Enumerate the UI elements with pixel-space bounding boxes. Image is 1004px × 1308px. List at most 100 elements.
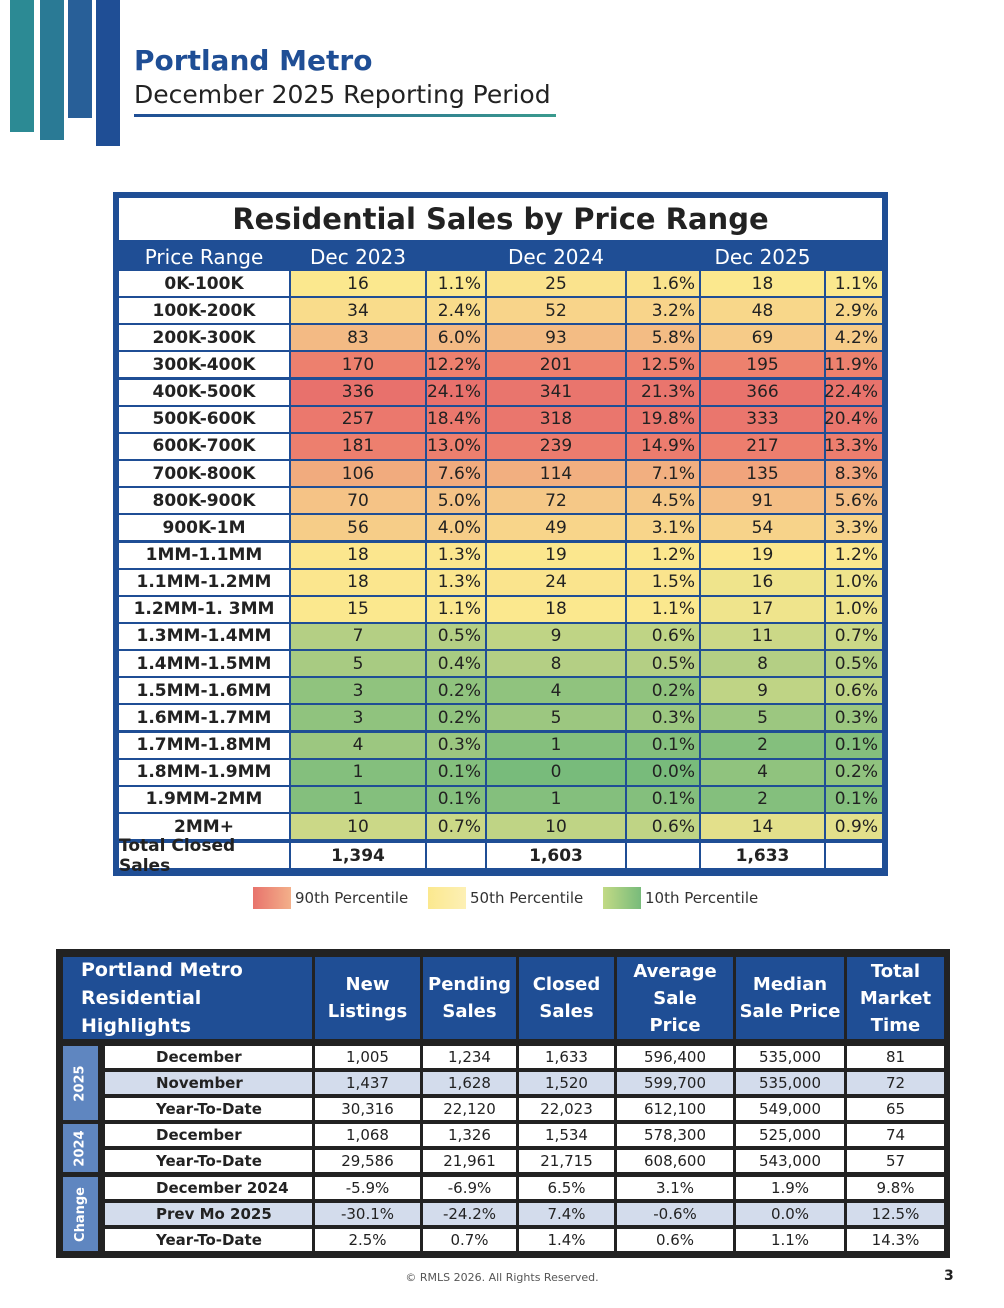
sales-percent-cell: 1.3% bbox=[427, 569, 485, 595]
sales-count-cell: 1 bbox=[487, 732, 625, 758]
sales-count-cell: 54 bbox=[701, 515, 824, 541]
highlights-value-cell: -6.9% bbox=[423, 1177, 516, 1199]
highlights-value-cell: 57 bbox=[847, 1150, 944, 1172]
column-header-line: Average Sale bbox=[633, 960, 717, 1009]
highlights-value-cell: 1,234 bbox=[423, 1046, 516, 1068]
sales-count-cell: 5 bbox=[701, 705, 824, 731]
sales-percent-cell: 1.0% bbox=[826, 596, 882, 622]
sales-percent-cell: 0.1% bbox=[427, 759, 485, 785]
copyright: © RMLS 2026. All Rights Reserved. bbox=[405, 1271, 599, 1284]
sales-percent-cell: 0.1% bbox=[627, 732, 699, 758]
price-range-label: 1.6MM-1.7MM bbox=[119, 705, 289, 731]
sales-count-cell: 217 bbox=[701, 433, 824, 459]
sales-count-cell: 239 bbox=[487, 433, 625, 459]
title-underline bbox=[134, 114, 556, 117]
sales-count-cell: 4 bbox=[291, 732, 425, 758]
highlights-value-cell: 1,437 bbox=[315, 1072, 420, 1094]
highlights-value-cell: 9.8% bbox=[847, 1177, 944, 1199]
legend-90th: 90th Percentile bbox=[253, 886, 408, 910]
highlights-value-cell: 22,023 bbox=[519, 1098, 614, 1120]
row-label: Year-To-Date bbox=[105, 1150, 312, 1172]
highlights-value-cell: 535,000 bbox=[736, 1046, 844, 1068]
legend-label: 50th Percentile bbox=[470, 889, 584, 907]
price-range-label: 1.7MM-1.8MM bbox=[119, 732, 289, 758]
legend-10th: 10th Percentile bbox=[603, 886, 758, 910]
row-label: Prev Mo 2025 bbox=[105, 1203, 312, 1225]
sales-count-cell: 18 bbox=[701, 271, 824, 296]
highlights-value-cell: 1,534 bbox=[519, 1124, 614, 1146]
highlights-value-cell: 1,628 bbox=[423, 1072, 516, 1094]
sales-count-cell: 24 bbox=[487, 569, 625, 595]
sales-percent-cell: 2.4% bbox=[427, 298, 485, 324]
sales-count-cell: 48 bbox=[701, 298, 824, 324]
price-range-label: 1.2MM-1. 3MM bbox=[119, 596, 289, 622]
sales-percent-cell: 0.9% bbox=[826, 814, 882, 839]
sales-count-cell: 56 bbox=[291, 515, 425, 541]
highlights-value-cell: 549,000 bbox=[736, 1098, 844, 1120]
sales-count-cell: 18 bbox=[291, 542, 425, 568]
price-range-label: 100K-200K bbox=[119, 298, 289, 324]
sales-count-cell: 366 bbox=[701, 379, 824, 405]
sales-percent-cell: 3.1% bbox=[627, 515, 699, 541]
price-range-label: 700K-800K bbox=[119, 461, 289, 487]
highlights-column-header: Closed Sales bbox=[519, 957, 614, 1039]
sales-count-cell: 170 bbox=[291, 352, 425, 378]
total-label: Total Closed Sales bbox=[119, 836, 289, 876]
column-header bbox=[427, 244, 485, 270]
group-label-text: Change bbox=[73, 1186, 89, 1242]
price-range-label: 1.4MM-1.5MM bbox=[119, 651, 289, 677]
sales-percent-cell: 0.1% bbox=[826, 786, 882, 812]
total-cell bbox=[826, 843, 882, 869]
sales-count-cell: 8 bbox=[701, 651, 824, 677]
highlights-value-cell: 72 bbox=[847, 1072, 944, 1094]
sales-count-cell: 318 bbox=[487, 406, 625, 432]
highlights-column-header: Total Market Time bbox=[847, 957, 944, 1039]
column-header: Dec 2024 bbox=[508, 245, 604, 269]
sales-count-cell: 195 bbox=[701, 352, 824, 378]
sales-count-cell: 181 bbox=[291, 433, 425, 459]
sales-percent-cell: 1.5% bbox=[627, 569, 699, 595]
highlights-value-cell: 65 bbox=[847, 1098, 944, 1120]
sales-count-cell: 1 bbox=[487, 786, 625, 812]
sales-percent-cell: 22.4% bbox=[824, 379, 882, 405]
column-header-line: Listings bbox=[327, 1001, 408, 1022]
column-header-line: Median bbox=[752, 974, 828, 995]
highlights-column-header: Pending Sales bbox=[423, 957, 516, 1039]
highlights-value-cell: 21,961 bbox=[423, 1150, 516, 1172]
highlights-value-cell: 14.3% bbox=[847, 1229, 944, 1251]
column-header: Price Range bbox=[144, 245, 264, 269]
sales-count-cell: 52 bbox=[487, 298, 625, 324]
sales-percent-cell: 5.0% bbox=[427, 488, 485, 514]
sales-percent-cell: 14.9% bbox=[627, 433, 699, 459]
total-cell: 1,633 bbox=[701, 843, 824, 869]
group-label-text: 2025 bbox=[73, 1064, 88, 1102]
sales-percent-cell: 0.1% bbox=[427, 786, 485, 812]
highlights-value-cell: 7.4% bbox=[519, 1203, 614, 1225]
group-label: Change bbox=[63, 1177, 98, 1251]
sales-count-cell: 19 bbox=[487, 542, 625, 568]
sales-percent-cell: 8.3% bbox=[826, 461, 882, 487]
highlights-value-cell: 21,715 bbox=[519, 1150, 614, 1172]
sales-count-cell: 257 bbox=[291, 406, 425, 432]
price-range-label: 400K-500K bbox=[119, 379, 289, 405]
sales-percent-cell: 0.6% bbox=[627, 814, 699, 839]
price-range-label: 600K-700K bbox=[119, 433, 289, 459]
total-cell bbox=[427, 843, 485, 869]
column-header-line: Price bbox=[649, 1014, 701, 1036]
legend-label: 90th Percentile bbox=[295, 889, 409, 907]
highlights-value-cell: 30,316 bbox=[315, 1098, 420, 1120]
sales-count-cell: 69 bbox=[701, 325, 824, 351]
row-label: Year-To-Date bbox=[105, 1229, 312, 1251]
sales-count-cell: 11 bbox=[701, 623, 824, 649]
highlights-title: Portland Metro Residential Highlights bbox=[63, 957, 312, 1039]
sales-percent-cell: 0.2% bbox=[427, 705, 485, 731]
group-label: 2024 bbox=[63, 1124, 98, 1172]
highlights-value-cell: 1.9% bbox=[736, 1177, 844, 1199]
price-range-label: 1.9MM-2MM bbox=[119, 786, 289, 812]
total-cell: 1,394 bbox=[291, 843, 425, 869]
sales-count-cell: 135 bbox=[701, 461, 824, 487]
row-label: Year-To-Date bbox=[105, 1098, 312, 1120]
sales-percent-cell: 0.6% bbox=[627, 623, 699, 649]
sales-percent-cell: 0.0% bbox=[627, 759, 699, 785]
sales-percent-cell: 24.1% bbox=[427, 379, 485, 405]
